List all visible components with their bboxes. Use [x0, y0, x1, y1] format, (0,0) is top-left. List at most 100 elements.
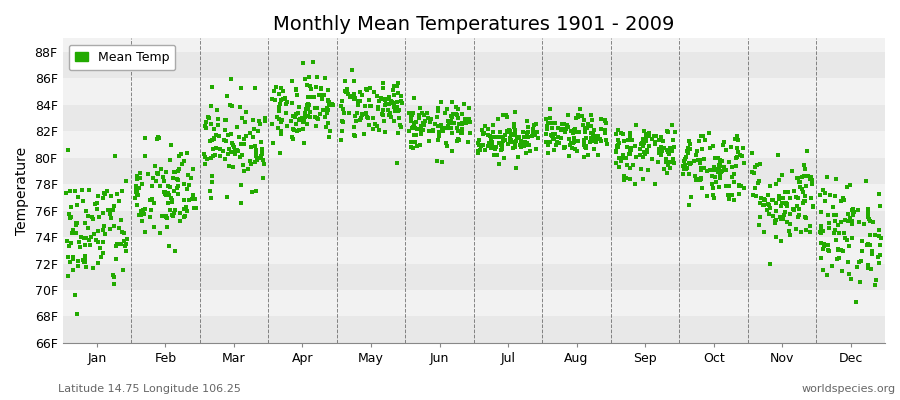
- Point: [93, 245, 107, 251]
- Point: [775, 171, 789, 178]
- Point: [463, 119, 477, 125]
- Point: [509, 138, 524, 145]
- Point: [696, 132, 710, 139]
- Point: [220, 194, 234, 200]
- Point: [734, 182, 749, 189]
- Point: [798, 182, 813, 189]
- Point: [63, 259, 77, 265]
- Point: [647, 133, 662, 139]
- Point: [577, 142, 591, 148]
- Point: [451, 136, 465, 143]
- Point: [303, 113, 318, 120]
- Point: [212, 132, 226, 139]
- Point: [334, 102, 348, 109]
- Point: [789, 203, 804, 209]
- Point: [523, 148, 537, 154]
- Point: [404, 118, 419, 124]
- Point: [608, 149, 623, 155]
- Point: [616, 130, 630, 137]
- Point: [182, 197, 196, 204]
- Point: [75, 187, 89, 194]
- Point: [863, 218, 878, 225]
- Point: [234, 200, 248, 206]
- Point: [800, 148, 814, 154]
- Point: [514, 138, 528, 144]
- Point: [732, 181, 746, 188]
- Point: [778, 189, 792, 196]
- Point: [76, 198, 91, 204]
- Point: [272, 91, 286, 98]
- Point: [115, 188, 130, 194]
- Point: [550, 139, 564, 145]
- Point: [618, 174, 633, 181]
- Point: [138, 135, 152, 141]
- Point: [508, 127, 522, 133]
- Point: [132, 185, 147, 191]
- Point: [308, 113, 322, 120]
- Point: [844, 218, 859, 224]
- Point: [412, 115, 427, 122]
- Point: [265, 96, 279, 102]
- Point: [274, 128, 288, 135]
- Point: [207, 135, 221, 141]
- Point: [543, 106, 557, 112]
- Point: [117, 230, 131, 236]
- Point: [560, 122, 574, 129]
- Point: [238, 119, 253, 126]
- Point: [357, 103, 372, 110]
- Point: [106, 274, 121, 280]
- Point: [387, 104, 401, 110]
- Bar: [62, 210, 885, 237]
- Point: [223, 148, 238, 155]
- Point: [803, 176, 817, 182]
- Point: [218, 117, 232, 124]
- Point: [362, 122, 376, 129]
- Point: [797, 192, 812, 199]
- Point: [115, 267, 130, 274]
- Point: [174, 151, 188, 157]
- Point: [611, 155, 625, 162]
- Point: [694, 176, 708, 182]
- Point: [476, 141, 491, 148]
- Point: [782, 228, 796, 234]
- Point: [98, 231, 112, 237]
- Point: [690, 157, 705, 163]
- Point: [73, 244, 87, 250]
- Point: [144, 206, 158, 213]
- Point: [163, 207, 177, 213]
- Point: [375, 112, 390, 119]
- Point: [435, 158, 449, 165]
- Point: [79, 208, 94, 214]
- Point: [407, 119, 421, 126]
- Point: [539, 139, 554, 145]
- Point: [302, 102, 316, 108]
- Point: [662, 150, 676, 157]
- Point: [394, 124, 409, 130]
- Point: [405, 124, 419, 130]
- Point: [732, 190, 746, 197]
- Point: [100, 188, 114, 194]
- Point: [572, 129, 586, 135]
- Point: [161, 200, 176, 206]
- Point: [624, 146, 638, 153]
- Point: [376, 80, 391, 86]
- Point: [335, 98, 349, 104]
- Point: [564, 128, 579, 134]
- Point: [614, 157, 628, 164]
- Point: [335, 128, 349, 134]
- Point: [772, 192, 787, 199]
- Point: [598, 127, 613, 133]
- Point: [304, 94, 319, 100]
- Point: [176, 197, 191, 203]
- Point: [228, 149, 242, 155]
- Point: [375, 95, 390, 102]
- Point: [415, 127, 429, 133]
- Point: [612, 140, 626, 146]
- Point: [274, 131, 288, 137]
- Text: worldspecies.org: worldspecies.org: [801, 384, 896, 394]
- Point: [778, 200, 793, 207]
- Point: [687, 158, 701, 164]
- Point: [712, 165, 726, 171]
- Point: [409, 131, 423, 138]
- Point: [787, 188, 801, 194]
